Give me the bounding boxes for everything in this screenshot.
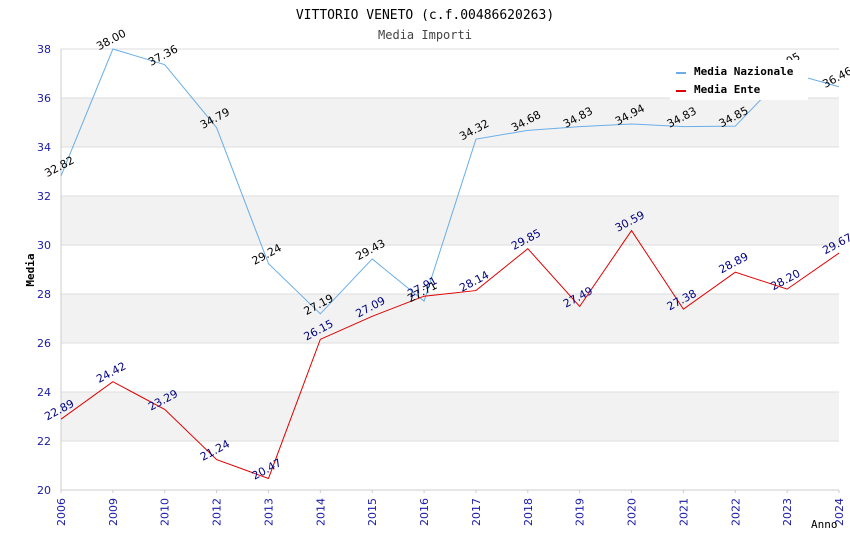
legend-label-media-ente: Media Ente [694, 83, 761, 96]
y-axis-label: Media [24, 253, 37, 286]
grid-band [61, 441, 839, 490]
grid-band [61, 98, 839, 147]
grid-band [61, 147, 839, 196]
chart-subtitle: Media Importi [378, 28, 472, 42]
x-tick-label: 2013 [262, 498, 275, 526]
y-tick-label: 30 [37, 239, 51, 252]
x-tick-label: 2009 [107, 498, 120, 526]
grid-band [61, 392, 839, 441]
x-tick-label: 2021 [677, 498, 690, 526]
grid-band [61, 245, 839, 294]
x-tick-label: 2017 [470, 498, 483, 526]
grid [61, 48, 839, 491]
y-tick-label: 38 [37, 43, 51, 56]
legend-box [670, 60, 808, 100]
y-tick-label: 32 [37, 190, 51, 203]
chart-title: VITTORIO VENETO (c.f.00486620263) [296, 8, 554, 23]
y-tick-label: 36 [37, 92, 51, 105]
y-tick-label: 24 [37, 386, 51, 399]
legend: Media Nazionale Media Ente [670, 60, 808, 100]
x-tick-label: 2006 [55, 498, 68, 526]
x-tick-label: 2020 [626, 498, 639, 526]
x-tick-label: 2023 [781, 498, 794, 526]
series-line-media-ente [60, 229, 840, 480]
series [60, 48, 840, 480]
grid-band [61, 294, 839, 343]
x-tick-label: 2014 [314, 498, 327, 526]
x-tick-label: 2015 [366, 498, 379, 526]
x-tick-label: 2018 [522, 498, 535, 526]
y-tick-label: 26 [37, 337, 51, 350]
y-tick-label: 20 [37, 484, 51, 497]
y-tick-label: 28 [37, 288, 51, 301]
x-tick-label: 2019 [574, 498, 587, 526]
x-axis-label: Anno [811, 518, 838, 531]
x-tick-label: 2010 [159, 498, 172, 526]
x-tick-label: 2022 [729, 498, 742, 526]
x-tick-label: 2012 [211, 498, 224, 526]
series-line-media-nazionale [60, 48, 840, 315]
grid-band [61, 343, 839, 392]
x-tick-label: 2016 [418, 498, 431, 526]
y-tick-label: 34 [37, 141, 51, 154]
y-tick-label: 22 [37, 435, 51, 448]
x-tick-label: 2024 [833, 498, 846, 526]
legend-label-media-nazionale: Media Nazionale [694, 65, 794, 78]
